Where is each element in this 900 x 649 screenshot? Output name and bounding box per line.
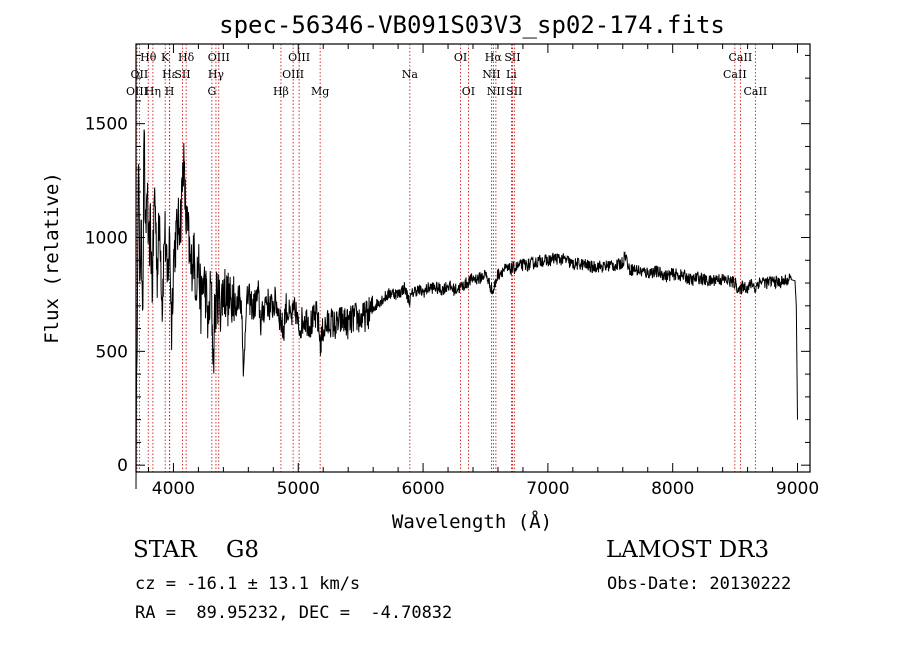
series-layer bbox=[135, 129, 798, 490]
y-axis-label: Flux (relative) bbox=[41, 172, 63, 344]
spectral-line-label-24: SII bbox=[506, 85, 522, 98]
x-tick-label: 6000 bbox=[401, 479, 444, 499]
spectral-line-label-12: Hβ bbox=[273, 85, 289, 98]
spectral-line-label-14: OIII bbox=[282, 68, 304, 81]
x-tick-label: 8000 bbox=[651, 479, 694, 499]
spectral-line-label-4: Hδ bbox=[178, 51, 195, 64]
x-tick-label: 9000 bbox=[776, 479, 819, 499]
spectral-line-label-2: OIII bbox=[126, 85, 148, 98]
spectral-line-label-26: CaII bbox=[723, 68, 747, 81]
spectral-line-label-13: OIII bbox=[288, 51, 310, 64]
spectrum-line-0 bbox=[135, 129, 798, 490]
spectral-line-label-27: CaII bbox=[744, 85, 768, 98]
spectral-line-label-5: Hε bbox=[162, 68, 178, 81]
spectral-line-label-19: Hα bbox=[485, 51, 503, 64]
plot-frame bbox=[135, 43, 811, 473]
spectral-line-label-8: H bbox=[165, 85, 175, 98]
y-axis: 0 500 1000 1500 bbox=[85, 54, 810, 476]
spectral-line-label-7: Hη bbox=[145, 85, 161, 98]
x-tick-label: 7000 bbox=[526, 479, 569, 499]
survey-label: LAMOST DR3 bbox=[606, 537, 770, 563]
x-axis: 4000 5000 6000 7000 8000 9000 bbox=[147, 44, 819, 499]
spectral-line-label-3: K bbox=[161, 51, 170, 64]
obs-date-label: Obs-Date: 20130222 bbox=[607, 574, 792, 594]
chart-title: spec-56346-VB091S03V3_sp02-174.fits bbox=[219, 11, 725, 39]
spectral-line-label-23: NII bbox=[487, 85, 505, 98]
x-tick-label: 5000 bbox=[277, 479, 320, 499]
spectral-line-label-16: Na bbox=[402, 68, 419, 81]
object-class-label: STAR G8 bbox=[133, 537, 260, 563]
spectral-line-label-11: G bbox=[207, 85, 216, 98]
spectral-line-label-1: OII bbox=[131, 68, 149, 81]
spectral-line-label-25: CaII bbox=[729, 51, 753, 64]
y-tick-label: 1500 bbox=[85, 115, 128, 135]
spectral-line-label-18: OI bbox=[462, 85, 475, 98]
spectral-line-label-20: SII bbox=[504, 51, 520, 64]
spectral-line-label-9: OIII bbox=[208, 51, 230, 64]
spectral-line-label-21: NII bbox=[482, 68, 500, 81]
y-tick-label: 500 bbox=[96, 342, 128, 362]
x-tick-label: 4000 bbox=[152, 479, 195, 499]
y-tick-label: 1000 bbox=[85, 229, 128, 249]
redshift-label: cz = -16.1 ± 13.1 km/s bbox=[135, 574, 361, 594]
coordinates-label: RA = 89.95232, DEC = -4.70832 bbox=[135, 603, 453, 623]
x-axis-label: Wavelength (Å) bbox=[392, 510, 552, 533]
spectral-line-label-10: Hγ bbox=[208, 68, 225, 81]
spectral-line-label-0: Hθ bbox=[140, 51, 157, 64]
y-tick-label: 0 bbox=[117, 456, 128, 476]
spectral-line-label-15: Mg bbox=[311, 85, 329, 98]
spectral-line-label-17: OI bbox=[454, 51, 467, 64]
spectral-line-label-6: SII bbox=[174, 68, 190, 81]
spectral-line-label-22: Li bbox=[506, 68, 517, 81]
